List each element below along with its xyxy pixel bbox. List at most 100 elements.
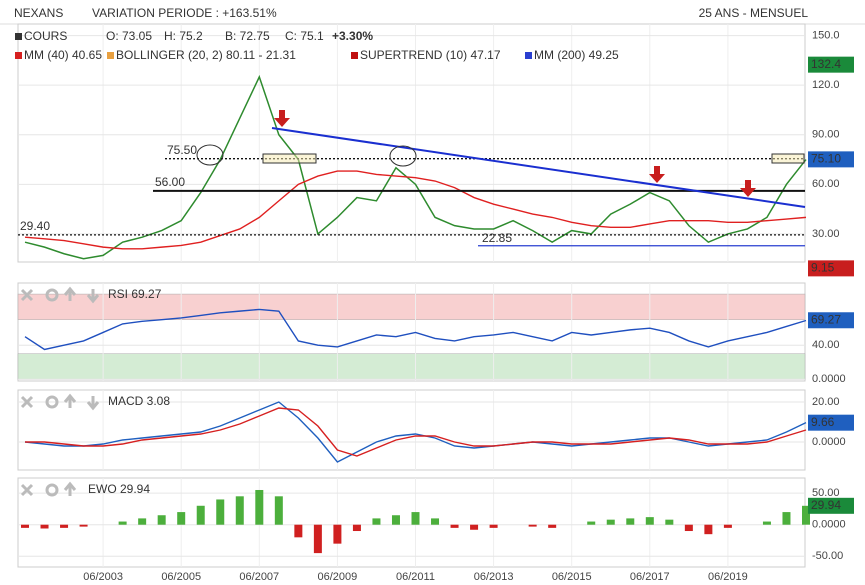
bar [665,519,674,525]
x-tick-label: 06/2019 [708,571,748,583]
y-tick-label: 50.00 [812,487,840,499]
legend-item: SUPERTREND (10) 47.17 [360,48,501,62]
value-box-label: 69.27 [811,312,841,326]
x-tick-label: 06/2007 [239,571,279,583]
y-tick-label: 30.00 [812,228,840,240]
bar [313,524,322,554]
settings-icon [45,288,59,302]
legend-item: BOLLINGER (20, 2) 80.11 - 21.31 [116,48,296,62]
bar [118,521,127,525]
arrow [740,180,756,197]
value-box-label: 9.66 [811,415,835,429]
panel-title: MACD 3.08 [108,394,170,408]
bar [60,524,69,528]
bar [255,489,264,525]
bar [489,524,498,528]
bar [157,515,166,525]
variation: VARIATION PERIODE : +163.51% [92,6,277,20]
series-line [25,407,807,457]
bar [79,524,88,527]
legend-item: O: 73.05 [106,29,152,43]
bar [352,524,361,532]
bar [548,524,557,528]
level-label: 22.85 [482,231,512,245]
y-tick-label: 60.00 [812,178,840,190]
value-box [808,260,854,277]
box-marker [262,153,317,164]
legend-item: C: 75.1 [285,29,324,43]
value-box-label: 29.94 [811,498,841,512]
close-icon [20,288,34,302]
bar [216,499,225,525]
bar [274,496,283,525]
legend-item: MM (200) 49.25 [534,48,619,62]
bar [177,512,186,525]
bar [391,515,400,525]
y-tick-label: 120.0 [812,79,840,91]
down-icon [86,396,100,411]
panel-frame [17,23,806,263]
bar [762,521,771,525]
legend-swatch [15,33,22,40]
panel-title: EWO 29.94 [88,482,150,496]
y-tick-label: -50.00 [812,550,843,562]
zone [17,293,806,320]
value-box-label: 132.4 [811,57,841,71]
x-tick-label: 06/2017 [630,571,670,583]
series-line [24,308,807,351]
bar [40,524,49,529]
ticker: NEXANS [14,6,63,20]
y-tick-label: 0.0000 [812,373,846,385]
y-tick-label: 40.00 [812,339,840,351]
settings-icon [45,483,59,497]
bar [684,524,693,532]
y-tick-label: 90.00 [812,129,840,141]
series-line [24,170,807,250]
circle-marker [389,145,417,167]
value-box-label: 9.15 [811,261,835,275]
x-tick-label: 06/2011 [396,571,435,583]
legend-swatch [15,52,22,59]
trend-line [271,127,806,208]
bar [704,524,713,535]
close-icon [20,395,34,409]
legend-item: COURS [24,29,67,43]
up-icon [63,481,77,496]
value-box [808,497,854,514]
bar [528,524,537,527]
value-box [808,56,854,73]
y-tick-label: 20.00 [812,396,840,408]
level-label: 56.00 [155,175,185,189]
panel-frame [17,282,806,382]
arrow [649,166,665,183]
y-tick-label: 0.0000 [812,436,846,448]
bar [333,524,342,544]
settings-icon [45,395,59,409]
x-tick-label: 06/2005 [161,571,201,583]
bar [196,505,205,525]
y-tick-label: 150.0 [812,29,840,41]
up-icon [63,286,77,301]
legend-item: B: 72.75 [225,29,270,43]
zone [17,353,806,380]
panel-title: RSI 69.27 [108,287,162,301]
close-icon [20,483,34,497]
x-tick-label: 06/2003 [83,571,123,583]
x-tick-label: 06/2009 [318,571,358,583]
y-tick-label: 0.0000 [812,519,846,531]
bar [372,518,381,525]
bar [723,524,732,528]
legend-item: H: 75.2 [164,29,203,43]
arrow [274,110,290,127]
period: 25 ANS - MENSUEL [699,6,809,20]
series-line [24,74,807,260]
level-label: 29.40 [20,219,50,233]
value-box-label: 75.10 [811,152,841,166]
bar [431,518,440,525]
bar [802,505,810,525]
x-tick-label: 06/2015 [552,571,592,583]
bar [645,517,654,525]
bar [626,518,635,525]
